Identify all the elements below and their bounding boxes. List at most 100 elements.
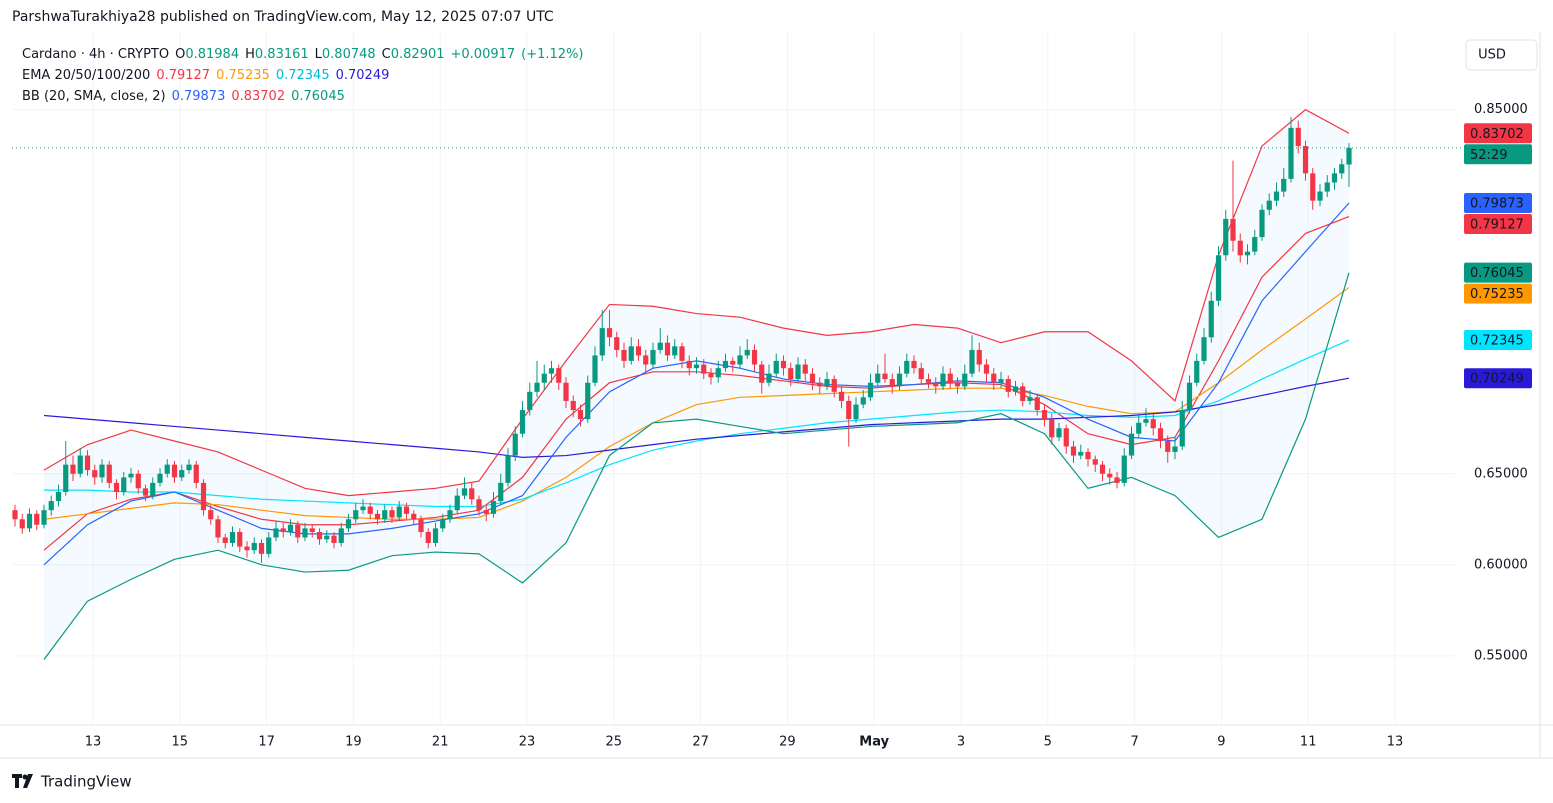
candle-body bbox=[1317, 191, 1323, 201]
candle-body bbox=[84, 455, 91, 471]
candle-body bbox=[63, 464, 69, 492]
candle-body bbox=[128, 473, 134, 478]
candle-body bbox=[882, 373, 888, 380]
candle-body bbox=[976, 349, 982, 365]
indicator-value: 0.70249 bbox=[335, 68, 390, 83]
candle-body bbox=[150, 482, 156, 496]
candle-body bbox=[280, 528, 286, 533]
candle-body bbox=[157, 473, 163, 483]
indicator-value: 0.76045 bbox=[291, 89, 345, 104]
candle-body bbox=[1049, 419, 1055, 438]
candle-body bbox=[258, 542, 265, 554]
candle-body bbox=[773, 360, 779, 374]
candle-body bbox=[1259, 209, 1265, 238]
candle-body bbox=[121, 477, 127, 492]
candle-body bbox=[454, 495, 460, 511]
candle-body bbox=[1230, 218, 1236, 241]
candle-body bbox=[142, 488, 149, 496]
candle-body bbox=[1201, 337, 1207, 361]
candle-body bbox=[229, 532, 236, 543]
candle-body bbox=[556, 368, 562, 383]
candle-body bbox=[759, 364, 765, 383]
y-tick-label: 0.85000 bbox=[1474, 102, 1528, 117]
candle-body bbox=[708, 373, 714, 378]
candle-body bbox=[316, 532, 323, 540]
candle-body bbox=[998, 379, 1004, 383]
x-tick-label: 19 bbox=[345, 735, 362, 750]
price-tag bbox=[1464, 144, 1532, 165]
x-tick-label: 27 bbox=[692, 735, 709, 750]
x-tick-label: 11 bbox=[1300, 735, 1317, 750]
candle-body bbox=[367, 506, 373, 514]
candle-body bbox=[92, 470, 98, 478]
x-tick-label: 5 bbox=[1044, 735, 1052, 750]
candle-body bbox=[222, 537, 228, 543]
brand-logo bbox=[12, 774, 33, 788]
candle-body bbox=[1107, 473, 1113, 478]
candle-body bbox=[983, 364, 990, 374]
candle-body bbox=[432, 528, 439, 543]
y-tick-label: 0.65000 bbox=[1474, 466, 1528, 481]
indicator-line bbox=[44, 339, 1350, 508]
price-tag-label: 0.75235 bbox=[1470, 287, 1524, 302]
candle-body bbox=[715, 368, 721, 378]
candle-body bbox=[99, 464, 105, 478]
indicator-label: EMA 20/50/100/200 bbox=[22, 68, 151, 83]
price-tag-label: 0.70249 bbox=[1470, 372, 1524, 387]
currency-label: USD bbox=[1478, 48, 1506, 63]
legend-row: EMA 20/50/100/200 0.79127 0.75235 0.72345 0.… bbox=[22, 65, 590, 86]
indicator-line bbox=[43, 286, 1350, 520]
change-percent: (+1.12%) bbox=[521, 47, 584, 62]
price-tag bbox=[1464, 213, 1532, 234]
candle-body bbox=[693, 364, 700, 369]
candle-body bbox=[1223, 218, 1229, 256]
candle-body bbox=[200, 482, 207, 511]
ohlc-key: L bbox=[314, 47, 322, 62]
candle-body bbox=[1136, 422, 1142, 434]
candle-body bbox=[483, 510, 489, 514]
candle-body bbox=[664, 342, 671, 356]
candle-body bbox=[657, 342, 663, 350]
candle-body bbox=[925, 379, 932, 383]
candle-body bbox=[505, 455, 511, 483]
candle-body bbox=[1273, 191, 1280, 201]
candle-body bbox=[171, 464, 178, 478]
candle-body bbox=[621, 349, 627, 361]
candle-body bbox=[679, 346, 685, 361]
symbol-title: Cardano · 4h · CRYPTO bbox=[22, 47, 170, 62]
candle-body bbox=[389, 510, 395, 518]
candle-body bbox=[266, 537, 272, 554]
candle-body bbox=[541, 373, 547, 383]
candle-body bbox=[577, 410, 584, 420]
candle-body bbox=[519, 410, 526, 434]
candle-body bbox=[643, 355, 649, 365]
legend-row: BB (20, SMA, close, 2) 0.79873 0.83702 0.76… bbox=[22, 86, 590, 107]
indicator-line bbox=[43, 272, 1350, 660]
ohlc-value: 0.80748 bbox=[321, 47, 376, 62]
candle-body bbox=[237, 532, 243, 547]
candle-body bbox=[1339, 164, 1345, 174]
currency-button[interactable] bbox=[1465, 39, 1538, 71]
ohlc-key: C bbox=[381, 47, 391, 62]
price-tag-label: 0.83702 bbox=[1470, 127, 1524, 142]
candle-body bbox=[940, 373, 946, 387]
candle-body bbox=[1150, 419, 1156, 429]
candle-body bbox=[1302, 146, 1309, 174]
candle-body bbox=[672, 346, 678, 356]
candle-body bbox=[1085, 451, 1091, 460]
ohlc-value: 0.82901 bbox=[390, 47, 445, 62]
candle-body bbox=[1310, 173, 1316, 201]
candle-body bbox=[1034, 397, 1040, 411]
candle-body bbox=[991, 373, 997, 383]
candle-body bbox=[918, 368, 924, 380]
candle-body bbox=[287, 524, 294, 533]
candle-body bbox=[208, 510, 214, 520]
candle-body bbox=[1179, 410, 1185, 447]
price-tag bbox=[1464, 192, 1532, 213]
bb-fill bbox=[44, 109, 1349, 660]
candle-body bbox=[309, 528, 315, 533]
candle-body bbox=[788, 368, 794, 380]
candle-body bbox=[1266, 200, 1272, 210]
candle-body bbox=[1157, 428, 1164, 441]
candle-body bbox=[831, 379, 837, 392]
